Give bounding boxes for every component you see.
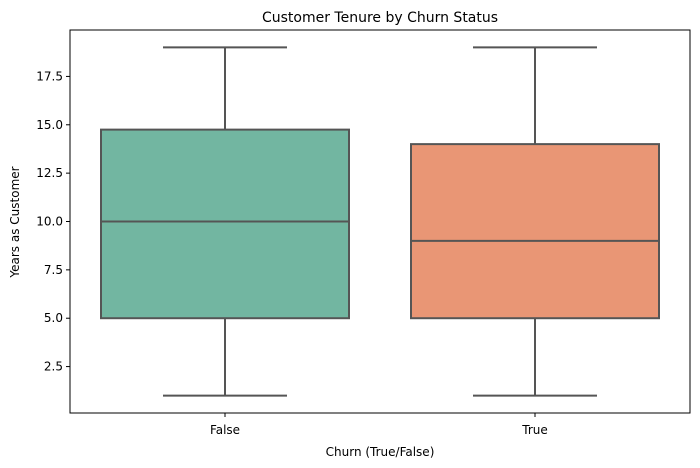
x-axis: False True [210,413,548,437]
box-group-true [410,46,660,397]
iqr-box [100,128,350,320]
y-axis: 2.5 5.0 7.5 10.0 12.5 15.0 17.5 [36,69,70,374]
chart-title: Customer Tenure by Churn Status [262,10,498,26]
y-tick-label: 10.0 [36,215,63,229]
box-group-false [100,46,350,397]
y-tick-label: 12.5 [36,166,63,180]
x-axis-label: Churn (True/False) [326,445,435,459]
y-tick-label: 15.0 [36,118,63,132]
x-tick-label: True [521,423,548,437]
y-tick-label: 7.5 [44,263,63,277]
x-tick-label: False [210,423,240,437]
y-tick-label: 2.5 [44,360,63,374]
y-tick-label: 5.0 [44,311,63,325]
plot-area [100,46,660,397]
y-tick-label: 17.5 [36,69,63,83]
iqr-box [410,143,660,320]
y-axis-label: Years as Customer [8,166,22,278]
